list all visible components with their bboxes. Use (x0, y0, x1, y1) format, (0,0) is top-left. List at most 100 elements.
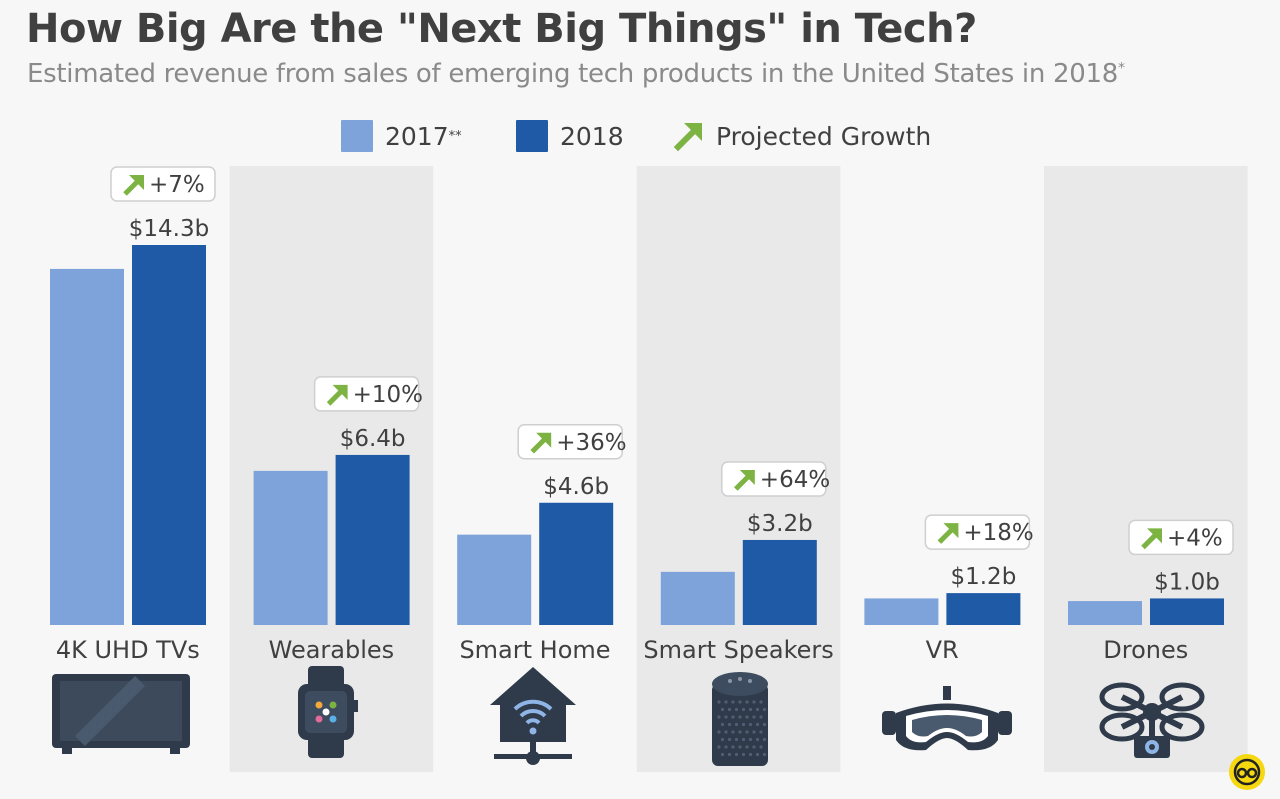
category-label-wearables: Wearables (269, 636, 395, 664)
bar-2018-smart-speakers (742, 539, 817, 625)
value-label-4k-uhd-tvs: $14.3b (129, 216, 209, 242)
smartwatch-icon (298, 666, 358, 758)
speaker-grille-dot (759, 730, 763, 734)
speaker-grille-dot (759, 700, 763, 704)
speaker-grille-dot (752, 700, 756, 704)
category-label-4k-uhd-tvs: 4K UHD TVs (56, 636, 200, 664)
speaker-grille-dot (717, 745, 721, 749)
bar-2017-smart-home (457, 534, 532, 625)
green-arrow-head (332, 384, 348, 400)
green-arrow-icon (123, 175, 144, 196)
green-arrow-head (739, 469, 755, 485)
growth-badge-smart-home: +36% (517, 424, 627, 460)
speaker-grille-dot (755, 737, 760, 742)
speaker-grille-dot (748, 752, 753, 757)
bar-2018-wearables (335, 454, 410, 625)
speaker-grille-dot (724, 700, 728, 704)
legend-mark-2017: ** (448, 128, 462, 144)
green-arrow-head (1147, 528, 1162, 544)
speaker-grille-dot (724, 715, 728, 719)
speaker-grille-dot (752, 715, 756, 719)
speaker-grille-dot (738, 745, 742, 749)
chart-title: How Big Are the "Next Big Things" in Tec… (26, 6, 977, 52)
speaker-grille-dot (731, 745, 735, 749)
green-arrow-shaft (734, 474, 751, 491)
bar-2018-4k-uhd-tvs (132, 245, 206, 625)
vr-headset-icon (882, 686, 1012, 751)
growth-label-vr: +18% (963, 520, 1033, 546)
speaker-grille-dot (748, 737, 753, 742)
value-label-vr: $1.2b (950, 564, 1016, 590)
tv-icon (52, 674, 190, 754)
speaker-grille-dot (752, 745, 756, 749)
category-label-vr: VR (926, 636, 959, 664)
subtitle-text: Estimated revenue from sales of emerging… (27, 59, 1118, 89)
legend-item-growth: Projected Growth (672, 118, 931, 154)
speaker-grille-dot (738, 730, 742, 734)
growth-badge-smart-speakers: +64% (721, 461, 830, 497)
speaker-grille-dot (745, 700, 749, 704)
legend-item-2017: 2017 ** (341, 118, 462, 154)
panel-drones (1044, 166, 1248, 772)
statista-logo-icon (1229, 754, 1265, 790)
green-arrow-icon (530, 432, 552, 454)
speaker-grille-dot (734, 707, 739, 712)
smart-home-icon (490, 667, 576, 765)
speaker-grille-dot (724, 745, 728, 749)
speaker-grille-dot (741, 722, 746, 727)
legend-label-2018: 2018 (560, 121, 624, 151)
speaker-grille-dot (717, 715, 721, 719)
growth-badge-drones: +4% (1128, 519, 1234, 556)
subtitle-footnote-mark: * (1117, 60, 1125, 77)
speaker-grille-dot (738, 700, 742, 704)
speaker-grille-dot (759, 745, 763, 749)
speaker-grille-dot (724, 730, 728, 734)
growth-label-4k-uhd-tvs: +7% (149, 172, 205, 198)
speaker-grille-dot (720, 752, 725, 757)
green-arrow-head (129, 175, 144, 190)
speaker-grille-dot (762, 752, 767, 757)
speaker-grille-dot (720, 737, 725, 742)
green-arrow-shaft (530, 436, 547, 454)
legend-label-growth: Projected Growth (716, 121, 932, 151)
legend-swatch-2018 (516, 120, 548, 152)
speaker-grille-dot (755, 707, 760, 712)
speaker-grille-dot (734, 737, 739, 742)
speaker-grille-dot (738, 715, 742, 719)
growth-badge-4k-uhd-tvs: +7% (110, 166, 216, 202)
legend-item-2018: 2018 (516, 118, 624, 154)
legend-swatch-2017 (341, 120, 373, 152)
speaker-grille-dot (762, 737, 767, 742)
growth-label-smart-speakers: +64% (760, 467, 830, 493)
bar-2017-drones (1068, 601, 1142, 625)
growth-label-wearables: +10% (353, 382, 423, 408)
green-arrow-shaft (123, 179, 140, 196)
bar-2017-4k-uhd-tvs (50, 268, 124, 625)
speaker-grille-dot (717, 730, 721, 734)
bar-2017-smart-speakers (660, 571, 735, 625)
speaker-grille-dot (731, 700, 735, 704)
bar-2018-smart-home (539, 502, 614, 625)
speaker-grille-dot (734, 752, 739, 757)
drone-icon (1099, 682, 1205, 758)
green-arrow-icon (937, 523, 959, 544)
green-arrow-icon (1141, 528, 1162, 550)
value-label-smart-speakers: $3.2b (747, 511, 813, 537)
speaker-grille-dot (720, 707, 725, 712)
speaker-grille-dot (752, 730, 756, 734)
green-arrow-shaft (326, 389, 344, 406)
speaker-grille (717, 700, 767, 757)
speaker-grille-dot (755, 722, 760, 727)
speaker-grille-dot (727, 722, 732, 727)
speaker-grille-dot (717, 700, 721, 704)
speaker-grille-dot (748, 707, 753, 712)
speaker-grille-dot (720, 722, 725, 727)
speaker-grille-dot (762, 707, 767, 712)
speaker-grille-dot (731, 715, 735, 719)
value-label-smart-home: $4.6b (543, 474, 609, 500)
chart-subtitle: Estimated revenue from sales of emerging… (27, 59, 1125, 89)
speaker-grille-dot (762, 722, 767, 727)
speaker-grille-dot (759, 715, 763, 719)
green-arrow-shaft (937, 527, 955, 544)
